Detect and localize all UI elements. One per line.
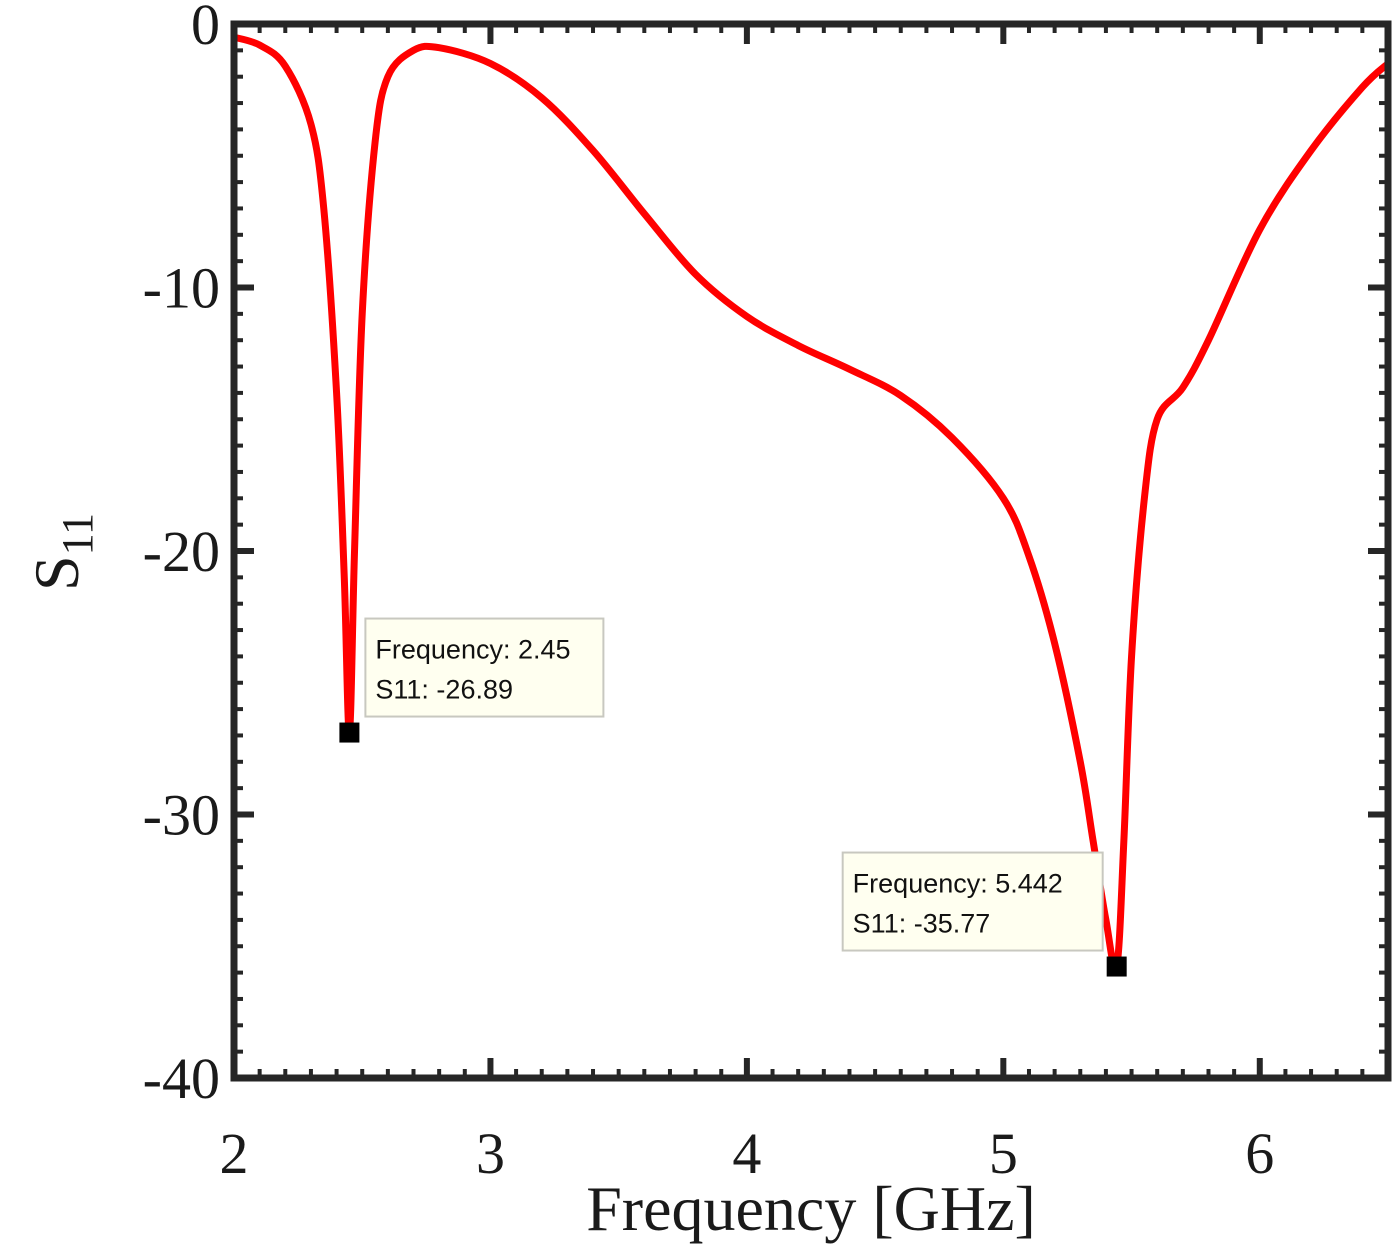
datatip-marker[interactable] — [339, 722, 360, 743]
y-tick-label: -20 — [143, 519, 220, 584]
datatip-marker[interactable] — [1106, 956, 1127, 977]
x-tick-label: 4 — [732, 1121, 761, 1186]
datatip-box[interactable] — [841, 851, 1104, 952]
y-tick-label: -10 — [143, 256, 220, 321]
y-axis-title: S — [21, 555, 92, 591]
x-axis-title: Frequency [GHz] — [586, 1173, 1036, 1244]
datatip-frequency-label: Frequency: 5.442 — [853, 869, 1063, 899]
series-line-s11 — [234, 33, 1388, 973]
annotation-layer: Frequency: 2.45 S11: -26.89 Frequency: 5.4… — [339, 617, 1127, 977]
y-tick-label: -40 — [143, 1046, 220, 1111]
datatip-s11-label: S11: -26.89 — [375, 675, 513, 705]
x-tick-label: 6 — [1245, 1121, 1274, 1186]
y-tick-labels: 0 -10 -20 -30 -40 — [143, 0, 220, 1111]
major-ticks — [231, 21, 1388, 1081]
y-tick-label: -30 — [143, 783, 220, 848]
datatip-s11-label: S11: -35.77 — [853, 909, 991, 939]
y-axis-title-subscript: 11 — [53, 513, 102, 555]
x-tick-label: 2 — [220, 1121, 249, 1186]
datatip-frequency-label: Frequency: 2.45 — [375, 635, 570, 665]
x-tick-label: 3 — [476, 1121, 505, 1186]
plot-area — [234, 33, 1388, 973]
x-tick-labels: 2 3 4 5 6 — [220, 1121, 1275, 1186]
y-tick-label: 0 — [191, 0, 220, 57]
y-axis-title-group: S11 — [21, 513, 102, 591]
svg-text:S11: S11 — [21, 513, 102, 591]
x-tick-label: 5 — [989, 1121, 1018, 1186]
datatip-box[interactable] — [364, 617, 605, 718]
